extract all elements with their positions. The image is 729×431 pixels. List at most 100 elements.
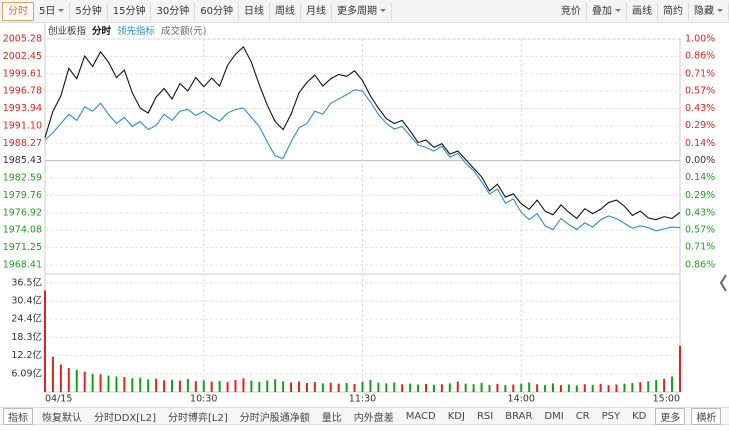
volume-bar (163, 380, 166, 392)
volume-bar (393, 382, 396, 392)
y-tick-label: 1999.61 (3, 68, 42, 79)
y-tick-label: 1968.41 (3, 260, 42, 271)
period-tab[interactable]: 周线 (270, 2, 301, 20)
legend-entry: 分时 (92, 25, 112, 37)
period-tab[interactable]: 5分钟 (70, 2, 108, 20)
volume-bar (504, 385, 507, 392)
tool-button[interactable]: 画线 (627, 2, 658, 20)
period-tab[interactable]: 月线 (301, 2, 332, 20)
tool-button[interactable]: 竞价 (556, 2, 587, 20)
volume-legend: 成交额(元) (161, 25, 206, 37)
volume-bar (274, 379, 277, 392)
volume-bar (250, 380, 253, 392)
y2-tick-label: 0.14% (685, 138, 715, 149)
volume-bar (520, 383, 523, 392)
y2-tick-label: 1.00% (685, 34, 715, 45)
volume-bar (155, 378, 158, 392)
indicator-item[interactable]: KD (632, 410, 647, 422)
spacer (392, 3, 556, 20)
y2-tick-label: 0.14% (685, 172, 715, 183)
indicator-more[interactable]: 更多 (655, 407, 686, 425)
indicator-item[interactable]: 分时博弈[L2] (168, 412, 228, 424)
volume-bar (218, 380, 221, 392)
volume-bar (147, 379, 150, 392)
volume-bar (488, 384, 491, 392)
period-tab[interactable]: 15分钟 (108, 2, 152, 20)
x-tick-label: 10:30 (190, 394, 217, 405)
volume-bar (75, 369, 78, 392)
tool-button[interactable]: 叠加 (587, 2, 627, 20)
volume-tick-label: 24.4亿 (11, 313, 42, 325)
volume-bar (432, 384, 435, 392)
volume-bar (615, 384, 618, 392)
y2-tick-label: 0.43% (685, 103, 715, 114)
tool-button[interactable]: 隐藏 (689, 2, 729, 20)
indicator-item[interactable]: RSI (476, 410, 494, 422)
price-line (44, 45, 681, 221)
price-line (44, 89, 681, 232)
y-tick-label: 1974.08 (3, 225, 42, 236)
volume-bar (655, 380, 658, 392)
volume-bar (194, 381, 197, 392)
indicator-extra[interactable]: 横析 (691, 407, 722, 425)
indicator-item[interactable]: 量比 (321, 412, 342, 424)
volume-bar (186, 378, 189, 392)
period-more[interactable]: 更多周期 (332, 2, 392, 20)
volume-bar (631, 383, 634, 392)
y-tick-label: 2002.45 (3, 51, 42, 62)
volume-bar (591, 384, 594, 392)
period-tab[interactable]: 5日 (34, 2, 71, 20)
volume-bar (575, 385, 578, 392)
volume-bar (242, 378, 245, 392)
indicator-item[interactable]: KDJ (447, 410, 465, 422)
volume-bar (59, 364, 62, 392)
volume-bar (425, 383, 427, 392)
volume-bar (171, 379, 173, 392)
indicator-item[interactable]: CR (575, 410, 590, 422)
period-tab[interactable]: 30分钟 (151, 2, 196, 20)
volume-bar (298, 381, 300, 392)
volume-bar (91, 373, 94, 392)
x-tick-label: 14:00 (508, 394, 535, 405)
legend-entry: 领先指标 (117, 25, 156, 37)
x-tick-label: 11:30 (349, 394, 376, 405)
period-tab[interactable]: 日线 (239, 2, 270, 20)
y2-tick-label: 0.71% (685, 241, 715, 252)
index-name: 创业板指 (48, 25, 87, 37)
volume-bar (679, 345, 681, 392)
y-tick-label: 1982.59 (3, 173, 42, 184)
indicator-item[interactable]: MACD (405, 410, 436, 422)
volume-bar (51, 356, 54, 392)
volume-bar (83, 371, 86, 392)
volume-bar (353, 383, 356, 392)
volume-bar (528, 382, 531, 392)
volume-bar (44, 290, 46, 392)
y2-tick-label: 0.00% (685, 155, 715, 166)
volume-bar (401, 384, 404, 392)
y2-tick-label: 0.29% (685, 190, 715, 201)
y-tick-label: 2005.28 (3, 34, 42, 45)
period-tab[interactable]: 分时 (2, 1, 34, 21)
indicator-item[interactable]: 分时沪股通净额 (239, 412, 310, 424)
volume-bar (552, 383, 554, 392)
y2-tick-label: 0.43% (685, 207, 715, 218)
indicator-item[interactable]: 内外盘差 (353, 412, 394, 424)
indicator-item[interactable]: DMI (544, 410, 564, 422)
volume-tick-label: 12.2亿 (11, 349, 42, 361)
volume-bar (440, 384, 443, 392)
volume-bar (607, 385, 610, 392)
y-tick-label: 1985.43 (3, 155, 42, 166)
volume-bar (131, 378, 134, 392)
volume-bar (583, 384, 586, 392)
volume-bar (329, 382, 332, 392)
volume-bar (305, 383, 308, 392)
volume-bar (647, 381, 650, 392)
volume-bar (210, 381, 213, 392)
indicator-item[interactable]: 分时DDX[L2] (94, 412, 156, 424)
volume-bar (99, 374, 102, 392)
indicator-item[interactable]: BRAR (505, 410, 533, 422)
period-tab[interactable]: 60分钟 (195, 2, 239, 20)
indicator-item[interactable]: PSY (601, 410, 621, 422)
tool-button[interactable]: 简约 (658, 2, 689, 20)
indicator-item[interactable]: 恢复默认 (42, 412, 82, 424)
